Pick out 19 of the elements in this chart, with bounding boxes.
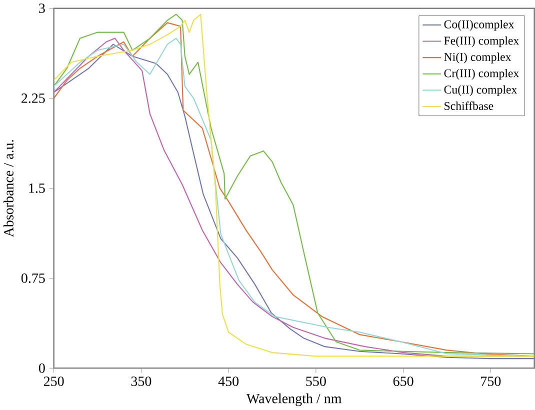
legend-label: Co(II)complex (444, 20, 514, 31)
legend-label: Ni(I) complex (444, 52, 512, 64)
y-tick-label: 2.25 (22, 94, 45, 104)
legend-label: Fe(III) complex (444, 36, 520, 48)
legend-label: Cr(III) complex (444, 69, 520, 80)
legend-label: Cu(II) complex (444, 85, 518, 96)
x-tick-label: 250 (44, 376, 64, 386)
x-tick-label: 650 (393, 376, 414, 386)
y-tick-label: 0.75 (21, 274, 45, 284)
x-tick-label: 450 (218, 376, 239, 386)
y-axis-title: Absorbance / a.u. (4, 140, 14, 238)
legend-label: Schiffbase (444, 102, 494, 110)
x-tick-label: 550 (306, 376, 326, 386)
x-axis-title: Wavelength / nm (246, 394, 342, 406)
y-tick-label: 3 (39, 4, 45, 14)
x-tick-label: 750 (481, 376, 501, 386)
y-tick-label: 1.5 (29, 184, 45, 194)
x-tick-label: 350 (131, 376, 152, 386)
y-tick-label: 0 (38, 364, 45, 374)
